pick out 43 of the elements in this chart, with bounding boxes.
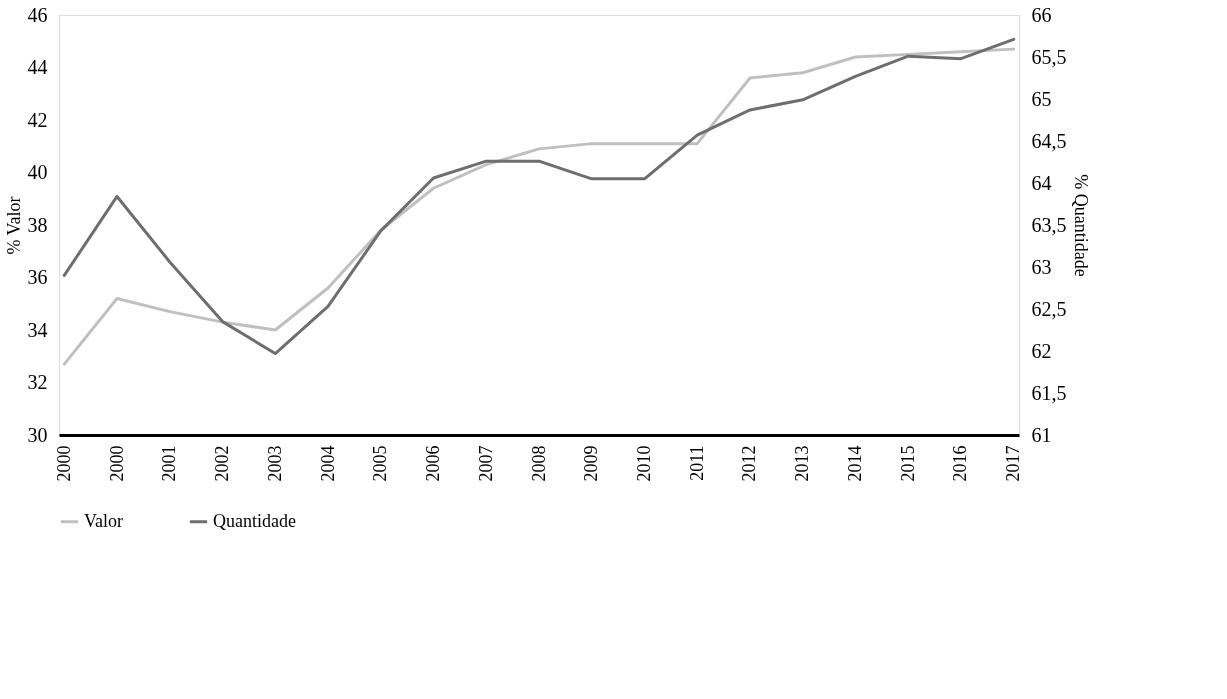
y2-tick-label: 62,5 xyxy=(1031,297,1067,320)
y2-tick-label: 66 xyxy=(1031,3,1052,26)
legend-label: Quantidade xyxy=(213,510,296,531)
y-tick-label: 40 xyxy=(27,161,48,183)
x-tick-label: 2007 xyxy=(475,445,496,482)
x-tick-label: 2010 xyxy=(633,445,654,482)
y-tick-label: 38 xyxy=(27,213,48,236)
x-tick-label: 2000 xyxy=(106,445,127,482)
x-tick-label: 2014 xyxy=(844,445,865,482)
y-tick-label: 30 xyxy=(27,423,48,446)
y-tick-label: 34 xyxy=(27,318,48,341)
y2-axis-title: % Quantidade xyxy=(1070,174,1091,277)
y2-tick-label: 61,5 xyxy=(1031,381,1067,404)
x-tick-label: 2017 xyxy=(1003,445,1024,482)
x-tick-label: 2015 xyxy=(897,445,918,482)
x-tick-label: 2001 xyxy=(159,445,180,482)
y2-tick-label: 63,5 xyxy=(1031,213,1067,236)
y2-tick-label: 61 xyxy=(1031,423,1052,446)
x-tick-label: 2009 xyxy=(581,445,602,482)
x-tick-label: 2012 xyxy=(739,445,760,482)
y-tick-label: 46 xyxy=(27,3,48,26)
y-axis-title: % Valor xyxy=(3,196,24,255)
x-tick-label: 2008 xyxy=(528,445,549,482)
y2-tick-label: 63 xyxy=(1031,255,1052,278)
y-tick-label: 42 xyxy=(27,108,48,131)
x-tick-label: 2000 xyxy=(53,445,74,482)
x-tick-label: 2002 xyxy=(212,445,233,482)
y2-tick-label: 64 xyxy=(1031,171,1052,194)
x-tick-label: 2016 xyxy=(950,445,971,482)
x-tick-label: 2004 xyxy=(317,445,338,482)
y2-tick-label: 65,5 xyxy=(1031,45,1067,68)
y-tick-label: 32 xyxy=(27,371,48,393)
y-tick-label: 44 xyxy=(27,56,48,78)
x-tick-label: 2006 xyxy=(423,445,444,482)
y-tick-label: 36 xyxy=(27,266,48,288)
x-tick-label: 2003 xyxy=(264,445,285,482)
y2-tick-label: 64,5 xyxy=(1031,129,1067,152)
y2-tick-label: 65 xyxy=(1031,87,1052,110)
y2-tick-label: 62 xyxy=(1031,339,1052,362)
x-tick-label: 2013 xyxy=(792,445,813,482)
legend-label: Valor xyxy=(84,510,123,531)
x-tick-label: 2005 xyxy=(370,445,391,482)
x-tick-label: 2011 xyxy=(686,445,707,481)
